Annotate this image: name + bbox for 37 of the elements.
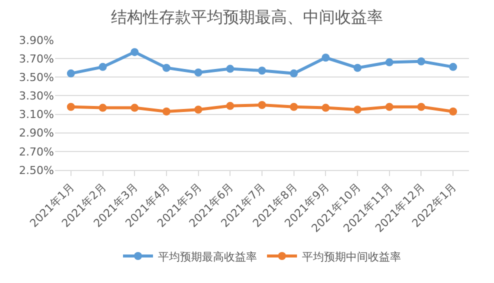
point [449,108,458,116]
point [98,104,107,112]
point [162,108,170,116]
point [354,106,362,114]
point [162,64,170,72]
point [258,66,266,75]
point [194,68,202,76]
y-tick-label: 2.90% [19,126,54,140]
point [66,102,75,111]
point [98,62,107,71]
point [290,69,298,78]
point [290,102,298,111]
y-tick-label: 3.90% [19,34,54,47]
point [130,48,139,56]
point [226,102,234,110]
point [417,102,426,111]
point [226,64,234,73]
y-tick-label: 2.50% [19,164,54,177]
point [194,106,202,114]
point [354,64,362,72]
y-tick-label: 3.50% [19,70,54,84]
point [258,101,266,109]
point [449,62,458,71]
point [322,54,330,62]
legend-label: 平均预期最高收益率 [158,250,257,264]
point [322,104,330,112]
legend-label: 平均预期中间收益率 [302,250,401,264]
chart-title: 结构性存款平均预期最高、中间收益率 [111,8,383,27]
y-tick-label: 3.10% [19,108,54,122]
point [385,58,394,66]
y-tick-label: 3.30% [19,90,54,103]
point [66,69,75,78]
y-tick-label: 2.70% [19,145,54,158]
point [130,104,139,112]
point [385,102,394,111]
point [417,57,426,66]
y-tick-label: 3.70% [19,52,54,66]
